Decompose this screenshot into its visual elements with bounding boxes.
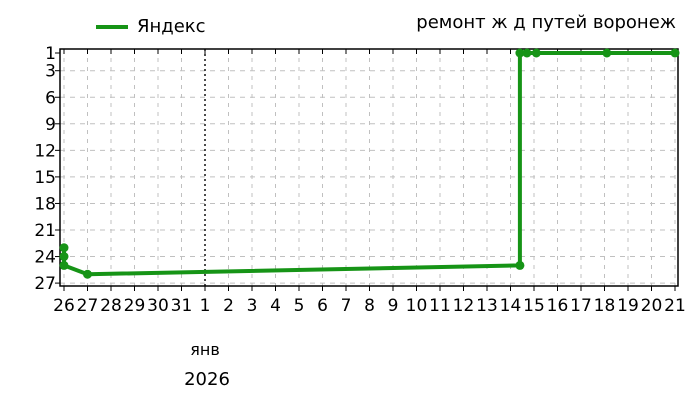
- year-label: 2026: [184, 369, 230, 390]
- x-tick-label: 19: [617, 296, 639, 316]
- x-tick-label: 31: [171, 296, 193, 316]
- legend: Яндекс: [96, 16, 206, 38]
- data-point-marker: [531, 48, 541, 58]
- data-point-marker: [515, 260, 525, 270]
- legend-item-yandex[interactable]: Яндекс: [96, 16, 206, 38]
- x-tick-label: 9: [388, 296, 399, 316]
- x-tick-label: 3: [247, 296, 258, 316]
- x-tick-label: 21: [664, 296, 686, 316]
- x-tick-label: 5: [294, 296, 305, 316]
- x-tick-label: 27: [77, 296, 99, 316]
- data-point-marker: [522, 48, 532, 58]
- data-point-marker: [59, 243, 69, 253]
- y-tick-label: 6: [45, 88, 56, 108]
- x-tick-label: 16: [547, 296, 569, 316]
- x-tick-label: 8: [364, 296, 375, 316]
- data-point-marker: [602, 48, 612, 58]
- x-tick-label: 20: [641, 296, 663, 316]
- y-tick-label: 24: [34, 248, 56, 268]
- y-tick-label: 3: [45, 62, 56, 82]
- y-tick-label: 18: [34, 194, 56, 214]
- y-tick-label: 9: [45, 115, 56, 135]
- y-tick-label: 1: [45, 44, 56, 64]
- x-tick-label: 13: [476, 296, 498, 316]
- y-tick-label: 12: [34, 141, 56, 161]
- x-tick-label: 11: [429, 296, 451, 316]
- x-tick-label: 29: [124, 296, 146, 316]
- x-tick-label: 7: [341, 296, 352, 316]
- series-color-swatch: [96, 25, 128, 29]
- x-tick-label: 17: [570, 296, 592, 316]
- x-tick-label: 6: [317, 296, 328, 316]
- data-point-marker: [670, 48, 680, 58]
- x-tick-label: 30: [147, 296, 169, 316]
- x-tick-label: 12: [453, 296, 475, 316]
- x-tick-label: 10: [406, 296, 428, 316]
- data-point-marker: [515, 48, 525, 58]
- x-tick-label: 2: [223, 296, 234, 316]
- x-tick-label: 14: [500, 296, 522, 316]
- x-tick-label: 1: [200, 296, 211, 316]
- data-point-marker: [59, 252, 69, 262]
- y-tick-label: 21: [34, 221, 56, 241]
- x-tick-label: 28: [100, 296, 122, 316]
- x-tick-label: 15: [523, 296, 545, 316]
- y-tick-label: 27: [34, 274, 56, 294]
- x-tick-label: 26: [53, 296, 75, 316]
- x-tick-label: 18: [594, 296, 616, 316]
- chart-title: ремонт ж д путей воронеж: [416, 12, 676, 33]
- month-label: янв: [190, 340, 220, 359]
- x-tick-label: 4: [270, 296, 281, 316]
- data-point-marker: [59, 260, 69, 270]
- y-tick-label: 15: [34, 168, 56, 188]
- legend-label: Яндекс: [137, 16, 206, 37]
- data-point-marker: [83, 269, 92, 279]
